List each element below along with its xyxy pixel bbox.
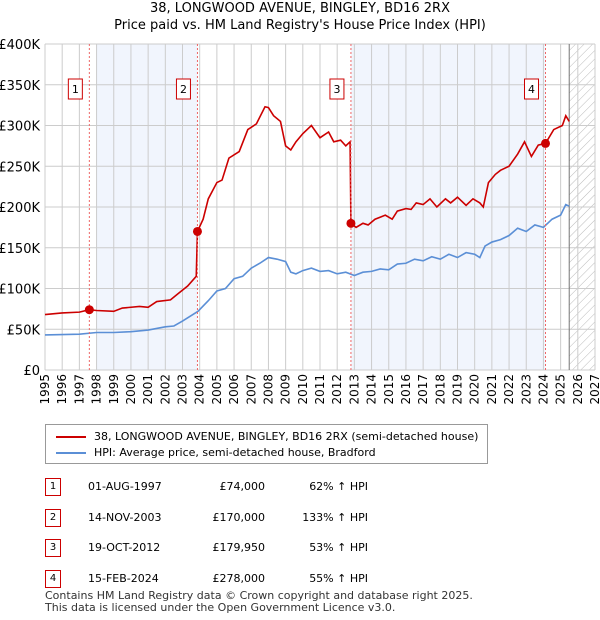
price-chart: 1995 1996 1997 1998 1999 2000 2001 2002 2003 2004… <box>0 38 600 405</box>
sale-label-number: 1 <box>72 83 79 96</box>
x-tick-label: 2011 <box>313 374 327 405</box>
chart-title: 38, LONGWOOD AVENUE, BINGLEY, BD16 2RX <box>150 1 450 16</box>
y-tick-label: £400K <box>0 38 40 53</box>
sale-label-number: 4 <box>528 83 535 96</box>
y-tick-label: £250K <box>0 160 40 175</box>
x-tick-label: 2001 <box>141 374 155 405</box>
price-paid-line <box>44 105 570 316</box>
x-tick-label: 2013 <box>347 374 361 405</box>
x-tick-label: 2024 <box>536 374 550 405</box>
x-tick-label: 1996 <box>55 374 69 405</box>
sale-point <box>84 305 94 315</box>
sale-number-badge: 3 <box>45 539 61 557</box>
y-tick-label: £100K <box>0 283 40 298</box>
sale-date: 01-AUG-1997 <box>88 480 162 493</box>
x-tick-label: 2020 <box>468 374 482 405</box>
legend-swatch-red <box>56 435 86 438</box>
sale-price: £170,000 <box>212 510 266 524</box>
x-tick-label: 1998 <box>90 374 104 405</box>
x-tick-label: 2007 <box>244 374 258 405</box>
x-tick-label: 2025 <box>554 374 568 405</box>
sale-price: £74,000 <box>219 480 266 493</box>
footer-copyright: Contains HM Land Registry data © Crown c… <box>45 589 473 602</box>
legend-label-property: 38, LONGWOOD AVENUE, BINGLEY, BD16 2RX (… <box>94 430 479 443</box>
sale-label-box <box>524 78 539 100</box>
sale-label-box <box>329 78 345 100</box>
sales-table-row: 4 15-FEB-2024 £278,000 55% ↑ HPI <box>0 569 600 588</box>
sale-hpi-change: 53% ↑ HPI <box>309 541 368 554</box>
x-tick-label: 2010 <box>296 374 310 405</box>
sale-price: £179,950 <box>212 541 266 554</box>
chart-subtitle: Price paid vs. HM Land Registry's House … <box>114 18 486 33</box>
x-tick-label: 1995 <box>38 374 52 405</box>
x-tick-label: 2017 <box>416 374 430 405</box>
sale-date: 19-OCT-2012 <box>88 541 161 554</box>
sale-label-number: 3 <box>333 83 340 96</box>
x-tick-label: 2014 <box>365 374 379 405</box>
footer-licence: This data is licensed under the Open Gov… <box>45 601 396 614</box>
x-tick-label: 2003 <box>176 374 190 405</box>
sale-number-badge: 2 <box>45 508 61 527</box>
y-tick-label: £300K <box>0 120 40 135</box>
x-tick-label: 2015 <box>382 374 396 405</box>
x-tick-label: 2005 <box>210 374 224 405</box>
x-tick-label: 2018 <box>433 374 447 405</box>
x-tick-label: 2004 <box>193 374 207 405</box>
x-tick-label: 2019 <box>451 374 465 405</box>
x-tick-label: 2022 <box>502 374 516 405</box>
sale-hpi-change: 55% ↑ HPI <box>309 571 368 585</box>
x-tick-label: 2016 <box>399 374 413 405</box>
sales-table-row: 3 19-OCT-2012 £179,950 53% ↑ HPI <box>0 539 600 557</box>
x-tick-label: 2027 <box>588 374 600 405</box>
sales-table-row: 1 01-AUG-1997 £74,000 62% ↑ HPI <box>0 478 600 496</box>
legend-swatch-blue <box>56 451 86 454</box>
y-tick-label: £200K <box>0 201 40 216</box>
x-tick-label: 2000 <box>124 374 138 405</box>
sale-point <box>346 218 356 228</box>
sale-hpi-change: 133% ↑ HPI <box>302 510 368 524</box>
sale-date: 15-FEB-2024 <box>88 571 159 585</box>
x-tick-label: 2021 <box>485 374 499 405</box>
sale-point <box>541 138 550 148</box>
y-tick-label: £50K <box>7 323 41 338</box>
hpi-line <box>44 203 570 336</box>
sale-label-number: 2 <box>180 83 187 96</box>
sales-table-row: 2 14-NOV-2003 £170,000 133% ↑ HPI <box>0 508 600 527</box>
sale-price: £278,000 <box>212 571 266 585</box>
sale-date: 14-NOV-2003 <box>88 510 162 524</box>
sale-number-badge: 1 <box>45 478 61 496</box>
sale-label-box <box>67 78 83 100</box>
sale-number-badge: 4 <box>45 569 61 588</box>
sale-point <box>192 226 202 236</box>
y-tick-label: £0 <box>23 364 40 379</box>
y-tick-label: £150K <box>0 242 40 257</box>
x-tick-label: 1997 <box>72 374 86 405</box>
x-tick-label: 2026 <box>571 374 585 405</box>
y-tick-label: £350K <box>0 79 40 94</box>
x-tick-label: 2008 <box>261 374 275 405</box>
sale-hpi-change: 62% ↑ HPI <box>309 480 368 493</box>
x-tick-label: 2002 <box>158 374 172 405</box>
x-tick-label: 2023 <box>519 374 533 405</box>
sale-label-box <box>175 78 191 100</box>
x-tick-label: 2012 <box>330 374 344 405</box>
x-tick-label: 2009 <box>279 374 293 405</box>
x-tick-label: 2006 <box>227 374 241 405</box>
legend-label-hpi: HPI: Average price, semi-detached house,… <box>94 446 376 459</box>
legend: 38, LONGWOOD AVENUE, BINGLEY, BD16 2RX (… <box>45 424 488 464</box>
x-tick-label: 1999 <box>107 374 121 405</box>
